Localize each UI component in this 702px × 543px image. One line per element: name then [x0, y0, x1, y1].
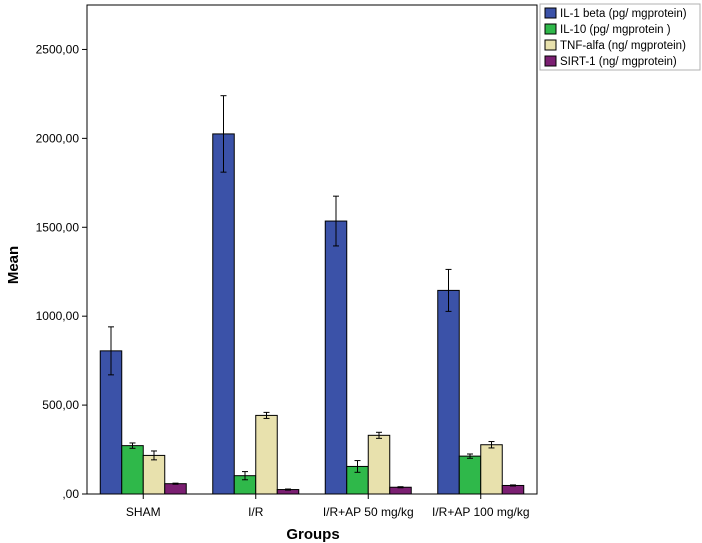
plot-area	[86, 4, 538, 495]
bar[interactable]	[142, 454, 166, 495]
y-axis: ,00 500,00 1000,00 1500,00 2000,00 2500,00	[36, 42, 87, 501]
legend-label: IL-1 beta (pg/ mgprotein)	[560, 8, 687, 20]
bar[interactable]	[255, 414, 278, 495]
bar[interactable]	[437, 289, 460, 495]
legend[interactable]: IL-1 beta (pg/ mgprotein) IL-10 (pg/ mgpr…	[539, 3, 701, 71]
bars	[99, 95, 525, 495]
y-tick-label: 2000,00	[36, 131, 80, 145]
legend-swatch	[544, 23, 557, 35]
x-tick-label: I/R+AP 50 mg/kg	[323, 505, 414, 519]
bar[interactable]	[164, 483, 187, 495]
x-tick-label: I/R+AP 100 mg/kg	[432, 505, 530, 519]
legend-swatch	[544, 39, 557, 51]
bar[interactable]	[324, 220, 348, 495]
y-tick-label: 1500,00	[36, 220, 80, 234]
legend-swatch	[544, 55, 557, 67]
bar[interactable]	[501, 484, 525, 495]
y-axis-title: Mean	[5, 246, 22, 284]
legend-label: TNF-alfa (ng/ mgprotein)	[560, 40, 686, 52]
y-tick-label: ,00	[62, 487, 79, 501]
bar[interactable]	[367, 434, 391, 495]
bar[interactable]	[480, 444, 503, 495]
x-tick-label: SHAM	[126, 505, 161, 519]
y-tick-label: 1000,00	[36, 309, 80, 323]
x-tick-label: I/R	[248, 505, 264, 519]
y-tick-label: 500,00	[42, 398, 79, 412]
bar[interactable]	[212, 133, 235, 495]
bar[interactable]	[121, 445, 144, 495]
legend-label: SIRT-1 (ng/ mgprotein)	[560, 56, 677, 68]
x-axis-title: Groups	[286, 526, 339, 543]
x-axis: SHAM I/R I/R+AP 50 mg/kg I/R+AP 100 mg/kg	[126, 494, 530, 519]
plot-frame	[86, 4, 538, 495]
legend-box	[539, 3, 701, 71]
y-tick-label: 2500,00	[36, 42, 80, 56]
legend-label: IL-10 (pg/ mgprotein )	[560, 24, 671, 36]
bar[interactable]	[458, 455, 482, 495]
legend-swatch	[544, 7, 557, 19]
